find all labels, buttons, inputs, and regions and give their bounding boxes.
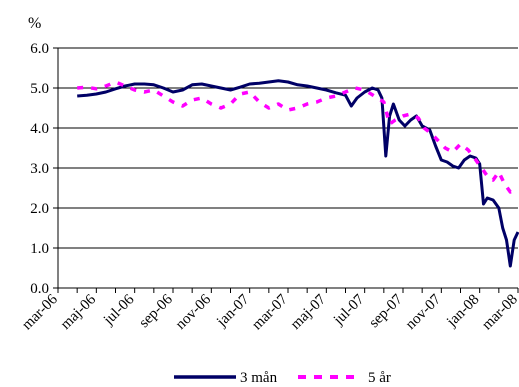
- x-tick-label: nov-06: [173, 291, 215, 333]
- gridlines: [58, 47, 518, 249]
- y-tick-label: 2.0: [30, 201, 49, 217]
- y-axis-unit-label: %: [28, 15, 41, 32]
- y-tick-label: 4.0: [30, 121, 49, 137]
- x-tick-label: jul-06: [100, 291, 138, 329]
- x-tick-label: mar-07: [249, 291, 291, 333]
- x-tick-label: mar-06: [19, 291, 61, 333]
- series-line-2: [77, 80, 519, 194]
- y-tick-label: 3.0: [30, 161, 49, 177]
- x-tick-label: jan-07: [213, 291, 252, 330]
- x-tick-label: sep-07: [366, 291, 406, 331]
- y-tick-label: 5.0: [30, 81, 49, 97]
- x-tick-label: jan-08: [443, 292, 482, 331]
- legend-label-1: 3 mån: [240, 370, 278, 386]
- x-tick-label: sep-06: [136, 291, 176, 331]
- y-tick-label: 1.0: [30, 241, 49, 257]
- legend-label-2: 5 år: [368, 370, 391, 386]
- series-lines: [77, 79, 519, 268]
- x-tick-label: maj-06: [58, 291, 100, 333]
- y-tick-label: 0.0: [30, 281, 49, 297]
- y-tick-label: 6.0: [30, 41, 49, 57]
- x-tick-label: nov-07: [403, 291, 445, 333]
- x-tick-label: mar-08: [479, 292, 519, 334]
- x-tick-label: maj-07: [288, 291, 330, 333]
- y-axis-ticks: 0.0 1.0 2.0 3.0 4.0 5.0 6.0: [30, 41, 58, 297]
- legend: 3 mån 5 år: [174, 370, 391, 386]
- series-line-1: [77, 79, 519, 268]
- axes: [57, 48, 518, 289]
- x-tick-label: jul-07: [330, 291, 368, 329]
